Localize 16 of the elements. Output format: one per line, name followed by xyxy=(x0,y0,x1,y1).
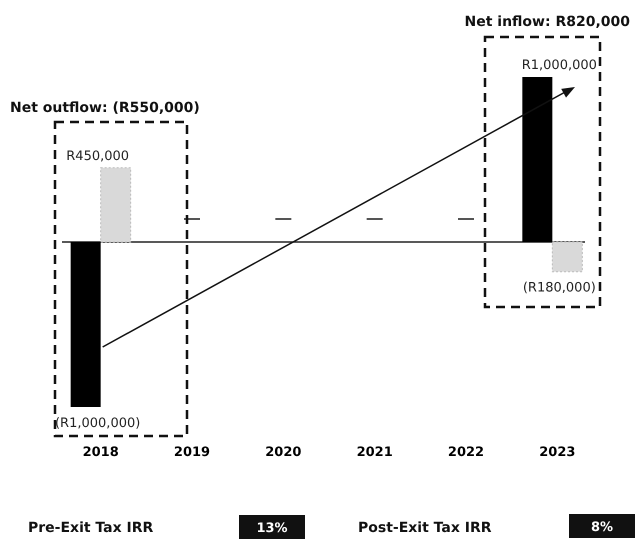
x-tick-label: 2019 xyxy=(174,445,210,460)
text: 8% xyxy=(590,520,614,535)
x-tick-label: 2020 xyxy=(265,445,302,460)
text: Post-Exit Tax IRR xyxy=(358,520,492,536)
data-label: (R1,000,000) xyxy=(54,416,140,431)
text: 13% xyxy=(256,521,288,536)
data-label: R1,000,000 xyxy=(522,58,597,73)
x-tick-label: 2023 xyxy=(539,445,576,460)
x-tick-label: 2022 xyxy=(448,445,484,460)
data-label: R450,000 xyxy=(66,148,130,164)
x-tick-label: 2021 xyxy=(356,445,393,460)
text: Net inflow: R820,000 xyxy=(464,14,630,30)
x-tick-label: 2018 xyxy=(82,445,119,460)
data-label: (R180,000) xyxy=(522,280,596,296)
annotation: Net outflow: (R550,000) xyxy=(10,100,200,116)
text: Pre-Exit Tax IRR xyxy=(28,520,154,536)
